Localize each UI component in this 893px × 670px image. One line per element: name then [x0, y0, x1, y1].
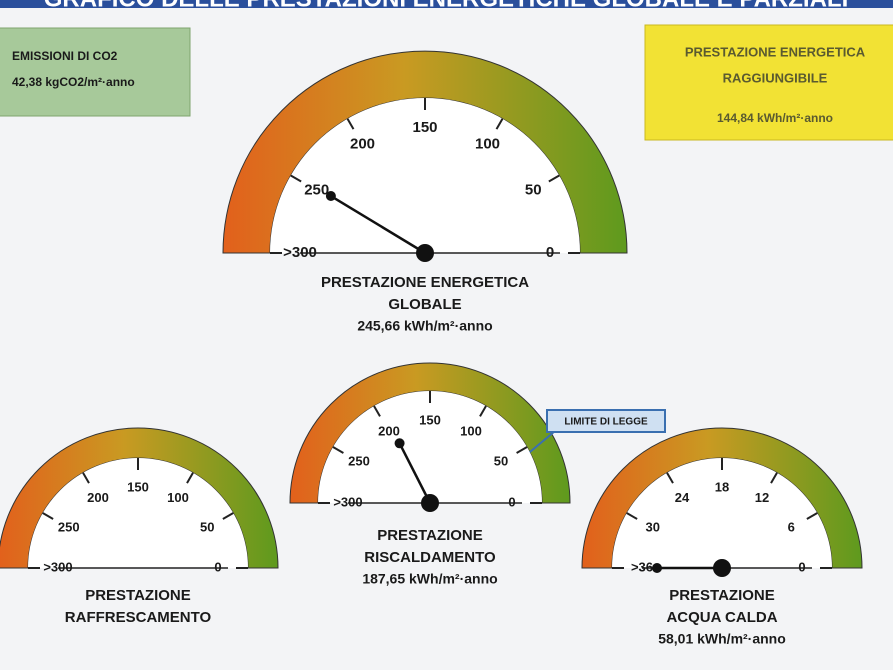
needle-hub — [713, 559, 731, 577]
tick-label: 150 — [419, 412, 441, 427]
gauge-caption: 58,01 kWh/m²·anno — [658, 631, 786, 647]
tick-label: 0 — [508, 494, 515, 509]
needle — [330, 194, 426, 255]
gauge-face — [270, 98, 580, 253]
gauge-title: PRESTAZIONE ENERGETICA — [321, 274, 529, 291]
gauge-title: RISCALDAMENTO — [364, 549, 496, 566]
tick-mark — [290, 174, 302, 183]
tick-label: 0 — [798, 559, 805, 574]
tick-label: >36 — [631, 559, 653, 574]
tick-mark — [82, 472, 90, 484]
target-line: RAGGIUNGIBILE — [723, 70, 828, 85]
gauge-title: PRESTAZIONE — [85, 587, 191, 604]
tick-label: 150 — [127, 479, 149, 494]
tick-mark — [346, 118, 355, 130]
tick-mark — [479, 405, 487, 417]
tick-label: 100 — [167, 490, 189, 505]
gauge-title: GLOBALE — [388, 296, 461, 313]
header-title: GRAFICO DELLE PRESTAZIONI ENERGETICHE GL… — [44, 0, 848, 12]
tick-label: 250 — [58, 519, 80, 534]
tick-label: 24 — [675, 490, 690, 505]
co2-label: EMISSIONI DI CO2 — [12, 49, 118, 63]
tick-mark — [186, 472, 194, 484]
tick-mark — [548, 174, 560, 183]
tick-label: 150 — [412, 119, 437, 136]
annotation-leader — [529, 430, 556, 453]
target-line: PRESTAZIONE ENERGETICA — [685, 44, 866, 59]
needle-tip — [394, 438, 405, 449]
gauge-face — [28, 458, 248, 568]
tick-mark — [373, 405, 381, 417]
tick-label: >300 — [43, 559, 72, 574]
tick-label: 50 — [200, 519, 214, 534]
tick-mark — [770, 472, 778, 484]
needle-hub — [416, 244, 434, 262]
co2-value: 42,38 kgCO2/m²·anno — [12, 75, 135, 89]
tick-label: >300 — [333, 494, 362, 509]
tick-label: >300 — [283, 244, 317, 261]
co2-box — [0, 27, 191, 117]
tick-label: 12 — [755, 490, 769, 505]
tick-label: 30 — [645, 519, 659, 534]
needle-tip — [652, 563, 662, 573]
tick-mark — [806, 512, 818, 520]
tick-mark — [516, 446, 528, 454]
needle — [398, 442, 432, 504]
gauge-face — [612, 458, 832, 568]
tick-label: 250 — [348, 453, 370, 468]
tick-label: 0 — [214, 559, 221, 574]
annotation-box — [546, 409, 666, 433]
tick-mark — [626, 512, 638, 520]
tick-label: 250 — [304, 181, 329, 198]
title-bar — [0, 0, 893, 8]
gauge-caption: 187,65 kWh/m²·anno — [362, 571, 497, 587]
tick-mark — [666, 472, 674, 484]
tick-label: 100 — [460, 423, 482, 438]
target-box — [644, 24, 893, 141]
tick-label: 6 — [788, 519, 795, 534]
tick-label: 50 — [494, 453, 508, 468]
needle-hub — [421, 494, 439, 512]
tick-mark — [332, 446, 344, 454]
tick-label: 200 — [87, 490, 109, 505]
tick-label: 18 — [715, 479, 729, 494]
tick-label: 0 — [546, 244, 554, 261]
annotation-text: LIMITE DI LEGGE — [564, 417, 648, 428]
gauge-face — [318, 391, 542, 503]
tick-mark — [42, 512, 54, 520]
target-value: 144,84 kWh/m²·anno — [717, 111, 833, 125]
gauge-caption: 245,66 kWh/m²·anno — [357, 318, 492, 334]
tick-label: 100 — [475, 136, 500, 153]
gauge-title: ACQUA CALDA — [666, 609, 777, 626]
tick-label: 200 — [350, 136, 375, 153]
gauge-title: PRESTAZIONE — [377, 527, 483, 544]
tick-mark — [495, 118, 504, 130]
needle-tip — [325, 191, 336, 202]
tick-label: 200 — [378, 423, 400, 438]
gauge-title: PRESTAZIONE — [669, 587, 775, 604]
gauge-title: RAFFRESCAMENTO — [65, 609, 212, 626]
tick-label: 50 — [525, 181, 542, 198]
tick-mark — [222, 512, 234, 520]
